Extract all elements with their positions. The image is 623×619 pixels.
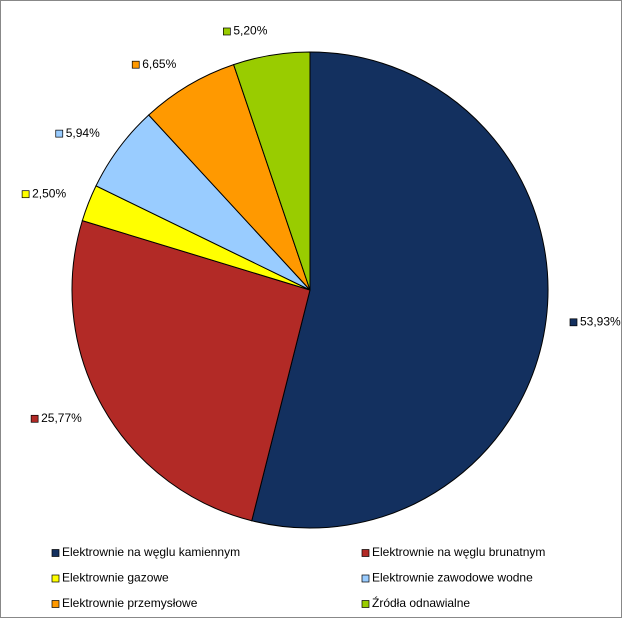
- legend-key: [51, 574, 60, 583]
- data-label: 53,93%: [580, 314, 621, 328]
- data-label: 2,50%: [32, 186, 66, 200]
- label-key: [131, 60, 140, 69]
- data-label: 6,65%: [142, 57, 176, 71]
- legend-key: [361, 600, 370, 608]
- pie-slice: [232, 51, 311, 291]
- legend-label: Elektrownie gazowe: [62, 571, 169, 585]
- label-key: [223, 27, 231, 36]
- legend-key: [361, 574, 370, 583]
- data-label: 5,94%: [66, 126, 100, 140]
- legend-label: Elektrownie przemysłowe: [62, 596, 198, 610]
- data-label: 5,20%: [233, 24, 267, 38]
- data-label: 25,77%: [41, 411, 82, 425]
- pie-slice: [251, 51, 549, 529]
- legend-label: Elektrownie zawodowe wodne: [372, 571, 533, 585]
- legend-key: [51, 549, 60, 557]
- legend-key: [361, 549, 370, 557]
- label-key: [21, 190, 30, 199]
- label-key: [55, 129, 64, 138]
- legend-key: [51, 600, 60, 608]
- legend-label: Źródła odnawialne: [372, 595, 470, 610]
- legend-label: Elektrownie na węglu kamiennym: [62, 545, 240, 559]
- legend-label: Elektrownie na węglu brunatnym: [372, 545, 545, 559]
- pie-slice: [71, 219, 311, 522]
- label-key: [30, 414, 39, 423]
- label-key: [569, 318, 578, 327]
